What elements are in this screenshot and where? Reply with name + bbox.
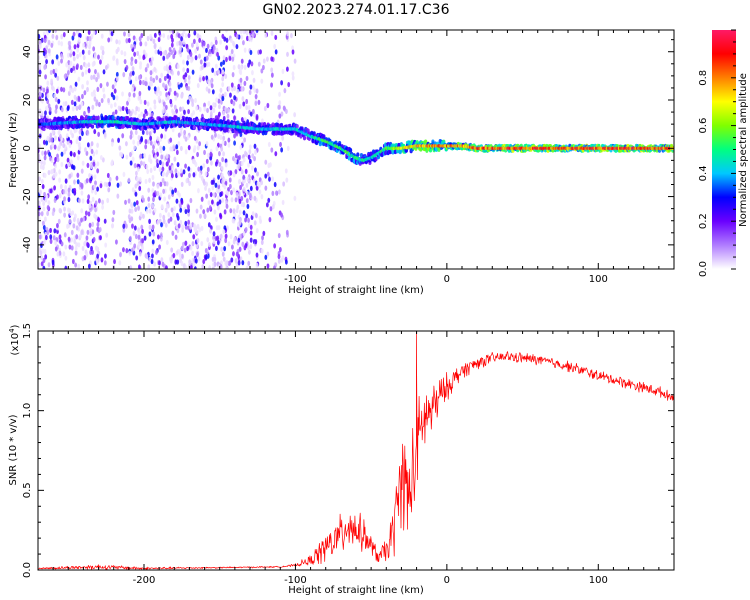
snr-xtick-label: -100 xyxy=(284,575,307,586)
spectrogram-xtick-label: 100 xyxy=(589,274,608,285)
snr-axes: -200 -100 0 100 0.0 0.5 1.0 1.5 xyxy=(22,323,675,586)
colorbar-label: Normalized spectral amplitude xyxy=(738,73,749,227)
spectrogram-ytick-label: -20 xyxy=(22,188,33,204)
snr-ytick-label: 1.5 xyxy=(22,323,33,339)
spectrogram-ytick-label: -40 xyxy=(22,237,33,253)
snr-plot-area xyxy=(38,331,674,570)
snr-ytick-label: 0.0 xyxy=(22,562,33,578)
snr-panel: -200 -100 0 100 0.0 0.5 1.0 1.5 Height of strai… xyxy=(8,323,675,596)
snr-xtick-label: -200 xyxy=(133,575,156,586)
colorbar-gradient xyxy=(712,30,736,269)
figure-title: GN02.2023.274.01.17.C36 xyxy=(263,2,450,18)
spectrogram-ytick-label: 40 xyxy=(22,45,33,58)
spectrogram-image xyxy=(38,30,674,269)
spectrogram-xtick-label: -100 xyxy=(284,274,307,285)
snr-xtick-label: 100 xyxy=(589,575,608,586)
snr-multiplier: (x104) xyxy=(8,324,21,355)
colorbar-tick-label: 0.8 xyxy=(698,70,709,86)
spectrogram-ytick-label: 0 xyxy=(22,145,33,151)
spectrogram-xtick-label: -200 xyxy=(133,274,156,285)
colorbar-tick-label: 0.6 xyxy=(698,118,709,134)
colorbar-tick-label: 0.0 xyxy=(698,261,709,277)
snr-xlabel: Height of straight line (km) xyxy=(288,585,424,596)
colorbar: 0.0 0.2 0.4 0.6 0.8 Normalized spectral ampl… xyxy=(698,29,749,277)
snr-ytick-label: 1.0 xyxy=(22,403,33,419)
colorbar-tick-label: 0.4 xyxy=(698,165,709,181)
snr-series-line xyxy=(38,331,674,570)
snr-ylabel: SNR (10 * v/v) xyxy=(8,414,19,485)
snr-ytick-label: 0.5 xyxy=(22,482,33,498)
spectrogram-ylabel: Frequency (Hz) xyxy=(8,112,19,188)
colorbar-tick-label: 0.2 xyxy=(698,213,709,229)
spectrogram-xtick-label: 0 xyxy=(444,274,450,285)
colorbar-axes: 0.0 0.2 0.4 0.6 0.8 xyxy=(698,29,736,277)
spectrogram-xlabel: Height of straight line (km) xyxy=(288,285,424,296)
snr-xtick-label: 0 xyxy=(444,575,450,586)
spectrogram-ytick-label: 20 xyxy=(22,94,33,107)
